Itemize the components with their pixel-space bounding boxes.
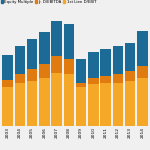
- Bar: [125, 71, 135, 81]
- Bar: [125, 43, 135, 71]
- Bar: [15, 83, 25, 126]
- Bar: [88, 78, 99, 84]
- Bar: [88, 84, 99, 126]
- Bar: [27, 69, 37, 81]
- Bar: [15, 46, 25, 74]
- Bar: [76, 87, 86, 126]
- Bar: [125, 81, 135, 126]
- Bar: [76, 59, 86, 83]
- Bar: [137, 31, 148, 66]
- Bar: [64, 74, 74, 126]
- Bar: [51, 56, 62, 73]
- Bar: [51, 20, 62, 56]
- Bar: [113, 46, 123, 74]
- Bar: [2, 80, 13, 87]
- Bar: [64, 59, 74, 74]
- Bar: [88, 52, 99, 78]
- Bar: [100, 49, 111, 76]
- Bar: [15, 74, 25, 83]
- Bar: [113, 83, 123, 126]
- Bar: [113, 74, 123, 83]
- Bar: [51, 73, 62, 126]
- Bar: [64, 24, 74, 59]
- Bar: [76, 83, 86, 87]
- Bar: [27, 39, 37, 69]
- Legend: Equity Multiple, Jr. D/EBITDA, 1st Lien D/EBIT: Equity Multiple, Jr. D/EBITDA, 1st Lien …: [0, 0, 96, 4]
- Bar: [2, 87, 13, 126]
- Bar: [39, 32, 50, 64]
- Bar: [27, 81, 37, 126]
- Bar: [100, 76, 111, 83]
- Bar: [2, 55, 13, 80]
- Bar: [137, 66, 148, 78]
- Bar: [39, 78, 50, 126]
- Bar: [39, 64, 50, 78]
- Bar: [137, 78, 148, 126]
- Bar: [100, 83, 111, 126]
